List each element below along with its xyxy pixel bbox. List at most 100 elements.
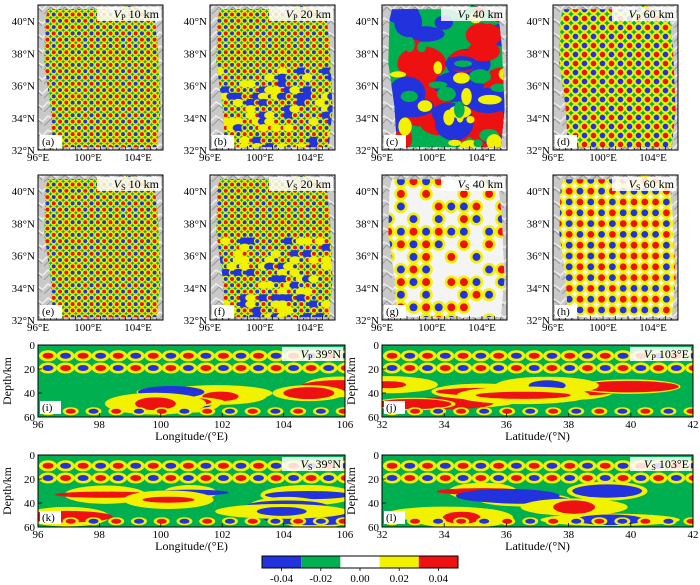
lat-tick-label: 40°N [184, 16, 207, 28]
lat-tick-label: 36°N [527, 81, 550, 93]
y-tick-label: 60 [368, 522, 380, 534]
map-panel-h: 96°E 100°E 104°E 40°N 38°N 36°N 34°N 32°N (h) VS … [527, 174, 679, 334]
panel-title: VP 103°E [644, 347, 689, 362]
panel-letter: (b) [214, 136, 227, 148]
anomaly-field [388, 175, 505, 318]
lat-tick-label: 36°N [184, 81, 207, 93]
panel-title-box [282, 457, 343, 471]
x-tick-label: 104 [275, 419, 292, 431]
colorbar-tick-label: -0.02 [309, 573, 332, 585]
section-field [382, 455, 693, 527]
colorbar-tick-label: 0.02 [390, 573, 409, 585]
lat-tick-label: 38°N [527, 218, 550, 230]
panel-title: VS 103°E [644, 457, 689, 472]
lat-tick-label: 34°N [527, 283, 550, 295]
panel-letter: (c) [386, 136, 399, 148]
lat-tick-label: 32°N [356, 145, 379, 157]
x-tick-label: 36 [501, 419, 513, 431]
panel-letter-box [384, 401, 405, 414]
colorbar-tick-label: 0.04 [429, 573, 449, 585]
lat-tick-label: 32°N [184, 145, 207, 157]
x-tick-label: 40 [625, 529, 637, 541]
section-frame [381, 344, 694, 418]
x-tick-label: 104 [275, 529, 292, 541]
lon-tick-label: 100°E [74, 322, 102, 334]
panel-title: VP 10 km [114, 7, 160, 22]
lon-tick-label: 100°E [246, 322, 274, 334]
lat-tick-label: 34°N [527, 113, 550, 125]
panel-letter-box [40, 135, 62, 148]
lat-tick-label: 38°N [184, 218, 207, 230]
map-panel-a: 96°E 100°E 104°E 40°N 38°N 36°N 34°N 32°N (a) VP … [12, 4, 164, 164]
panel-letter: (g) [386, 306, 399, 318]
lat-tick-label: 40°N [356, 16, 379, 28]
panel-letter-box [555, 135, 577, 148]
colorbar-swatch [379, 556, 419, 568]
panel-title-box [630, 347, 691, 361]
colorbar-tick-label: -0.04 [270, 573, 293, 585]
panel-letter: (i) [42, 402, 53, 414]
x-tick-label: 106 [337, 529, 354, 541]
anomaly-field [216, 5, 333, 148]
section-panel-k: 96 98 100 102 104 106 0 20 40 60 Longitude/(°E) Dep… [0, 450, 354, 553]
lat-tick-label: 36°N [356, 251, 379, 263]
x-tick-label: 38 [563, 419, 575, 431]
lat-tick-label: 38°N [527, 48, 550, 60]
panel-letter: (h) [557, 306, 570, 318]
panel-letter-box [40, 401, 61, 414]
map-panel-d: 96°E 100°E 104°E 40°N 38°N 36°N 34°N 32°N (d) VP … [527, 4, 679, 164]
lat-tick-label: 38°N [356, 218, 379, 230]
lon-tick-label: 96°E [371, 152, 393, 164]
lon-tick-label: 100°E [589, 152, 617, 164]
lat-tick-label: 40°N [527, 186, 550, 198]
anomaly-field [44, 175, 161, 318]
lon-tick-label: 104°E [296, 322, 324, 334]
lat-tick-label: 36°N [356, 81, 379, 93]
panel-letter-box [212, 305, 234, 318]
lat-tick-label: 32°N [527, 315, 550, 327]
y-tick-label: 40 [368, 498, 380, 510]
x-tick-label: 102 [214, 419, 231, 431]
y-tick-label: 60 [24, 522, 36, 534]
lat-tick-label: 38°N [12, 218, 35, 230]
panel-title-box [97, 7, 161, 21]
panel-title-box [441, 7, 505, 21]
map-panel-b: 96°E 100°E 104°E 40°N 38°N 36°N 34°N 32°N (b) VP … [184, 4, 336, 164]
y-tick-label: 0 [374, 450, 380, 462]
x-tick-label: 34 [439, 419, 451, 431]
panel-letter-box [40, 305, 62, 318]
lon-tick-label: 104°E [468, 322, 496, 334]
lat-tick-label: 40°N [527, 16, 550, 28]
section-frame [37, 344, 346, 418]
x-tick-label: 100 [153, 419, 170, 431]
panel-title: VP 40 km [458, 7, 504, 22]
x-axis-label: Longitude/(°E) [155, 429, 228, 443]
lon-tick-label: 104°E [124, 322, 152, 334]
panel-title: VS 40 km [458, 177, 504, 192]
panel-title-box [269, 7, 333, 21]
lon-tick-label: 96°E [27, 152, 49, 164]
lat-tick-label: 32°N [527, 145, 550, 157]
y-axis-label: Depth/km [344, 356, 358, 405]
lon-tick-label: 96°E [371, 322, 393, 334]
colorbar: -0.04 -0.02 0.00 0.02 0.04 [261, 555, 459, 585]
map-panel-c: 96°E 100°E 104°E 40°N 38°N 36°N 34°N 32°N (c) VP … [356, 4, 508, 164]
lat-tick-label: 32°N [184, 315, 207, 327]
x-tick-label: 38 [563, 529, 575, 541]
x-tick-label: 40 [625, 419, 637, 431]
colorbar-swatch [301, 556, 341, 568]
lat-tick-label: 40°N [184, 186, 207, 198]
panel-title-box [630, 457, 691, 471]
lon-tick-label: 96°E [542, 322, 564, 334]
panel-title: VS 20 km [286, 177, 332, 192]
panel-title: VS 60 km [629, 177, 675, 192]
y-axis-label: Depth/km [0, 466, 14, 515]
lon-tick-label: 100°E [418, 322, 446, 334]
y-axis-label: Depth/km [0, 356, 14, 405]
x-tick-label: 102 [214, 529, 231, 541]
lat-tick-label: 34°N [184, 283, 207, 295]
map-panel-f: 96°E 100°E 104°E 40°N 38°N 36°N 34°N 32°N (f) VS … [184, 174, 336, 334]
panel-title-box [269, 177, 333, 191]
lon-tick-label: 100°E [589, 322, 617, 334]
section-frame [37, 454, 346, 528]
